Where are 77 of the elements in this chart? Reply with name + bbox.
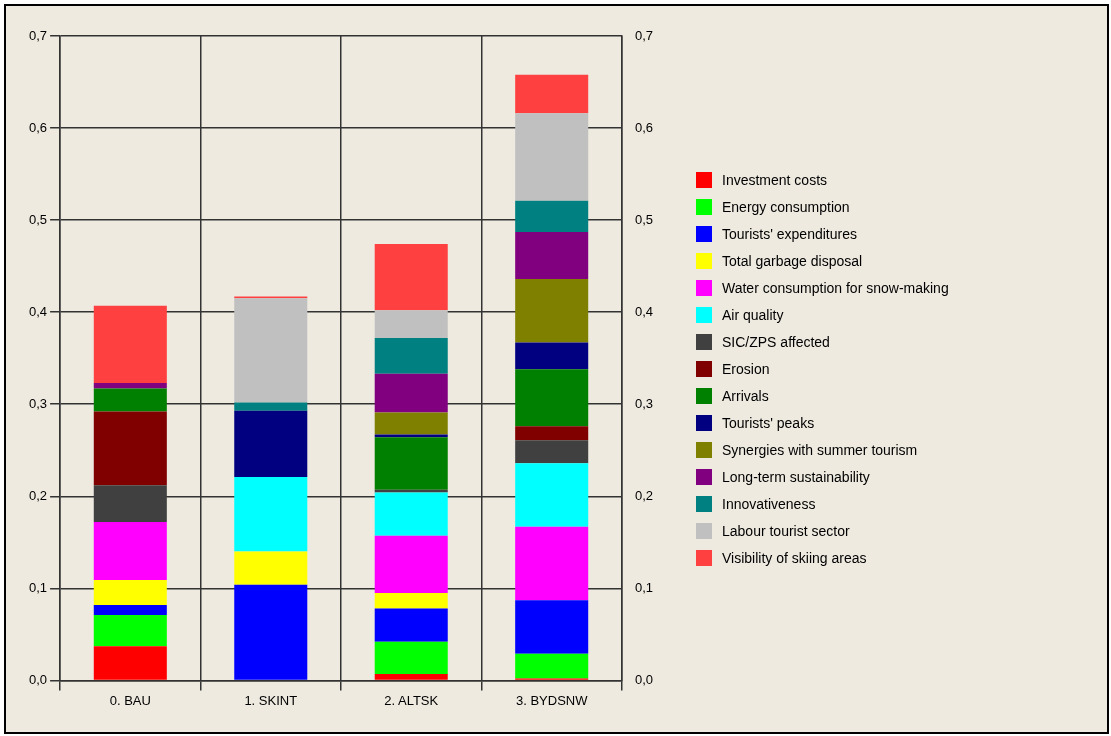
- legend-label: Visibility of skiing areas: [722, 550, 867, 566]
- legend-label: Innovativeness: [722, 496, 816, 512]
- bar: [93, 388, 167, 412]
- bar: [93, 305, 167, 384]
- bar: [93, 604, 167, 616]
- bar: [374, 592, 448, 609]
- y2-tick-label: 0,0: [634, 671, 654, 687]
- bar: [93, 580, 167, 605]
- bar: [93, 646, 167, 680]
- x-tick-label: 0. BAU: [109, 692, 151, 708]
- legend-label: Investment costs: [722, 172, 828, 188]
- bar: [374, 535, 448, 593]
- bar: [234, 584, 308, 680]
- y-tick-label: 0,6: [28, 119, 48, 135]
- bar: [374, 489, 448, 493]
- y2-tick-label: 0,2: [634, 487, 654, 503]
- legend-label: Total garbage disposal: [722, 253, 863, 269]
- bar: [234, 402, 308, 411]
- legend-label: Synergies with summer tourism: [722, 442, 918, 458]
- bar: [515, 342, 589, 370]
- y2-tick-label: 0,6: [634, 119, 654, 135]
- y2-tick-label: 0,4: [634, 303, 654, 319]
- bar: [515, 200, 589, 233]
- x-tick-label: 3. BYDSNW: [515, 692, 589, 708]
- bar: [93, 383, 167, 389]
- bar: [515, 369, 589, 427]
- bar: [234, 551, 308, 585]
- bar: [515, 600, 589, 654]
- bar: [515, 113, 589, 201]
- y-tick-label: 0,4: [28, 303, 48, 319]
- bar: [374, 492, 448, 536]
- bar: [515, 526, 589, 601]
- bar: [515, 653, 589, 679]
- bar: [234, 298, 308, 403]
- y2-tick-label: 0,3: [634, 395, 654, 411]
- y-tick-label: 0,1: [28, 579, 48, 595]
- bar: [93, 615, 167, 647]
- bar: [515, 463, 589, 527]
- legend-label: Tourists' expenditures: [722, 226, 857, 242]
- bar: [374, 412, 448, 435]
- legend-label: Arrivals: [722, 388, 769, 404]
- y2-tick-label: 0,1: [634, 579, 654, 595]
- bar: [515, 279, 589, 343]
- x-tick-label: 1. SKINT: [244, 692, 298, 708]
- legend-label: Tourists' peaks: [722, 415, 815, 431]
- bar: [374, 244, 448, 311]
- bar: [374, 673, 448, 680]
- y2-tick-label: 0,5: [634, 211, 654, 227]
- bar: [93, 522, 167, 581]
- x-tick-label: 2. ALTSK: [384, 692, 439, 708]
- bar: [374, 608, 448, 642]
- bar: [374, 437, 448, 490]
- legend-label: Erosion: [722, 361, 770, 377]
- bar: [515, 74, 589, 114]
- y-tick-label: 0,3: [28, 395, 48, 411]
- legend-label: Labour tourist sector: [722, 523, 850, 539]
- legend-label: Energy consumption: [722, 199, 850, 215]
- bar: [234, 410, 308, 477]
- y-tick-label: 0,2: [28, 487, 48, 503]
- legend-label: Air quality: [722, 307, 784, 323]
- legend-label: Long-term sustainability: [722, 469, 870, 485]
- y-tick-label: 0,7: [28, 27, 48, 43]
- bar: [374, 310, 448, 338]
- bar: [515, 440, 589, 464]
- legend-label: Water consumption for snow-making: [722, 280, 949, 296]
- y-tick-label: 0,5: [28, 211, 48, 227]
- bar: [374, 373, 448, 413]
- legend-label: SIC/ZPS affected: [722, 334, 830, 350]
- bar: [234, 476, 308, 552]
- bar: [374, 337, 448, 374]
- y2-tick-label: 0,7: [634, 27, 654, 43]
- bar: [515, 232, 589, 280]
- bar: [515, 426, 589, 441]
- bar: [93, 485, 167, 523]
- y-tick-label: 0,0: [28, 671, 48, 687]
- bar: [93, 411, 167, 486]
- bar: [374, 641, 448, 674]
